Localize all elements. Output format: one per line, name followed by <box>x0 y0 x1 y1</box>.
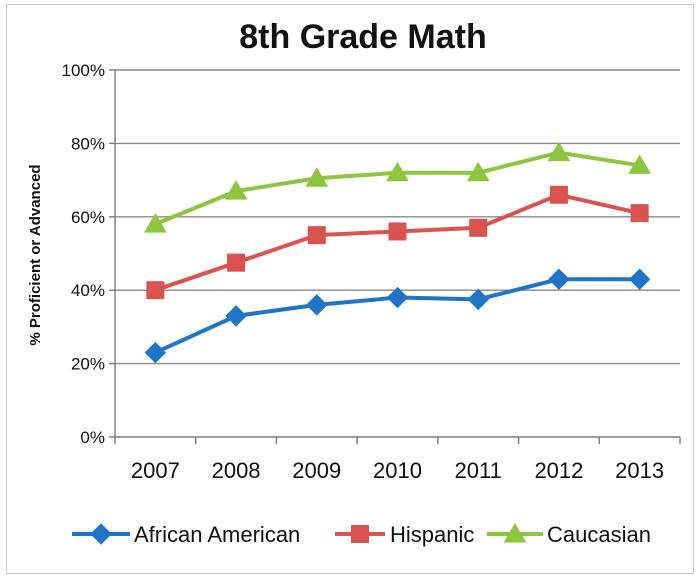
data-point-african-american <box>306 294 328 316</box>
y-tick-label: 20% <box>71 355 105 374</box>
data-point-caucasian <box>547 141 571 162</box>
data-point-caucasian <box>386 161 409 182</box>
legend: African American Hispanic Caucasian <box>72 522 651 547</box>
legend-entry-african-american: African American <box>72 522 300 547</box>
y-tick-label: 100% <box>62 61 105 80</box>
data-point-african-american <box>225 305 247 327</box>
legend-label: African American <box>134 522 300 547</box>
data-point-hispanic <box>227 253 246 272</box>
x-tick-label: 2007 <box>131 458 180 483</box>
data-point-hispanic <box>630 204 649 223</box>
x-tick-label: 2009 <box>292 458 341 483</box>
data-point-caucasian <box>143 213 167 233</box>
x-tick-label: 2012 <box>534 458 583 483</box>
data-point-caucasian <box>466 161 490 182</box>
legend-entry-caucasian: Caucasian <box>487 522 651 547</box>
series-african-american <box>144 268 651 364</box>
data-point-african-american <box>548 268 570 290</box>
legend-entry-hispanic: Hispanic <box>335 522 474 547</box>
y-tick-label: 40% <box>71 281 105 300</box>
data-point-hispanic <box>549 185 568 204</box>
y-tick-label: 60% <box>71 208 105 227</box>
legend-label: Hispanic <box>390 522 474 547</box>
y-tick-label: 0% <box>80 428 105 447</box>
data-point-caucasian <box>305 167 329 187</box>
chart-title: 8th Grade Math <box>239 18 486 56</box>
x-tick-label: 2010 <box>373 458 422 483</box>
data-point-caucasian <box>628 154 652 174</box>
chart-frame <box>6 4 694 574</box>
gridlines <box>115 69 680 365</box>
data-point-hispanic <box>469 218 488 237</box>
x-tick-label: 2011 <box>455 458 502 483</box>
x-tick-label: 2008 <box>212 458 261 483</box>
legend-marker <box>351 525 369 543</box>
data-point-african-american <box>467 288 489 311</box>
data-point-african-american <box>144 341 167 364</box>
data-point-caucasian <box>224 180 248 200</box>
data-point-hispanic <box>146 281 165 300</box>
data-point-african-american <box>386 286 409 309</box>
x-tick-label: 2013 <box>615 458 664 483</box>
data-point-african-american <box>628 268 651 290</box>
y-axis-ticks: 0% 20% 40% 60% 80% 100% <box>62 61 105 447</box>
legend-label: Caucasian <box>547 522 651 547</box>
y-axis-label: % Proficient or Advanced <box>27 164 44 345</box>
series-group <box>143 141 652 364</box>
series-line-hispanic <box>154 192 641 293</box>
legend-marker <box>90 523 112 545</box>
data-point-hispanic <box>388 222 407 241</box>
series-caucasian <box>143 141 652 233</box>
x-axis-ticks: 2007 2008 2009 2010 2011 2012 2013 <box>131 458 664 483</box>
axes <box>109 69 681 444</box>
series-hispanic <box>146 185 649 300</box>
legend-marker <box>503 523 527 543</box>
y-tick-label: 80% <box>71 134 105 153</box>
data-point-hispanic <box>307 226 326 245</box>
